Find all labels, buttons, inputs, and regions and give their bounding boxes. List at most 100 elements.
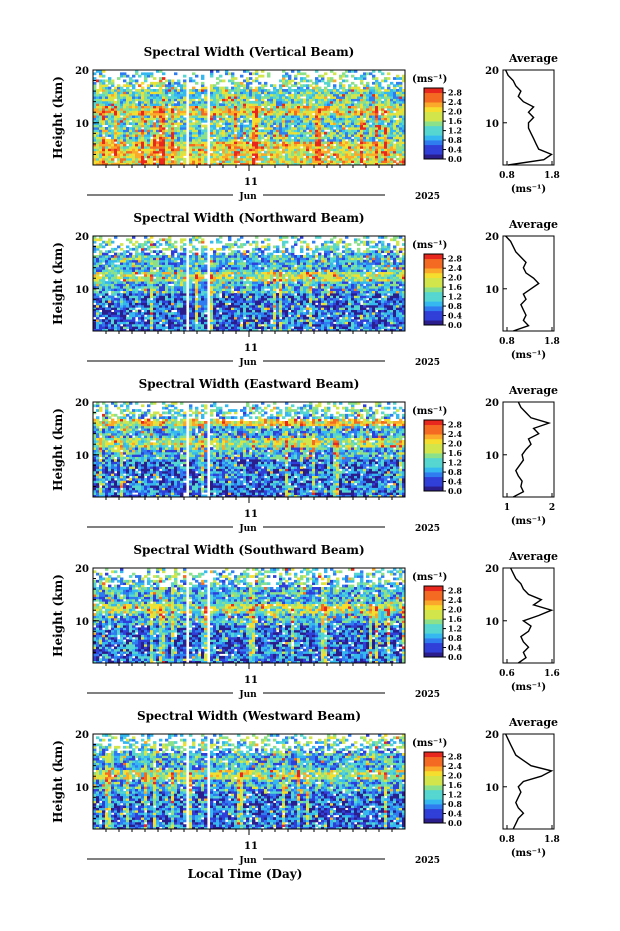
x-month-label: Jun [238, 192, 257, 202]
colorbar-tick-label: 0.4 [448, 477, 462, 487]
average-title: Average [508, 218, 558, 231]
colorbar-tick-label: 1.2 [448, 292, 462, 302]
colorbar: (ms⁻¹) 0.00.40.81.21.62.02.42.8 [412, 74, 462, 164]
average-x-tick-label: 1.8 [544, 337, 560, 347]
heatmap-cells [93, 236, 406, 332]
colorbar-tick-label: 1.6 [448, 116, 462, 126]
heatmap-cells [93, 70, 406, 166]
x-tick-label: 11 [244, 177, 258, 188]
average-y-tick-label: 20 [485, 398, 499, 409]
average-x-tick-label: 0.8 [499, 835, 515, 845]
average-y-tick-label: 20 [485, 232, 499, 243]
average-line [509, 567, 554, 664]
average-unit: (ms⁻¹) [511, 184, 546, 195]
colorbar-tick-label: 0.0 [448, 652, 462, 662]
colorbar-tick-label: 0.0 [448, 486, 462, 496]
colorbar-tick-label: 2.0 [448, 771, 462, 781]
y-tick-label: 20 [75, 564, 89, 575]
colorbar: (ms⁻¹) 0.00.40.81.21.62.02.42.8 [412, 240, 462, 330]
x-year-label: 2025 [415, 192, 440, 202]
colorbar-tick-label: 0.8 [448, 467, 462, 477]
colorbar-tick-label: 2.8 [448, 254, 462, 264]
panel-title: Spectral Width (Eastward Beam) [139, 377, 360, 391]
colorbar-tick-label: 0.4 [448, 643, 462, 653]
colorbar-unit: (ms⁻¹) [412, 406, 447, 417]
colorbar-tick-label: 2.0 [448, 107, 462, 117]
colorbar-tick-label: 1.2 [448, 790, 462, 800]
x-year-label: 2025 [415, 856, 440, 866]
x-year-label: 2025 [415, 358, 440, 368]
colorbar-tick-label: 2.4 [448, 429, 462, 439]
colorbar-tick-label: 0.0 [448, 320, 462, 330]
x-month-label: Jun [238, 358, 257, 368]
panel-title: Spectral Width (Vertical Beam) [144, 45, 355, 59]
colorbar-tick-label: 0.4 [448, 809, 462, 819]
y-tick-label: 20 [75, 730, 89, 741]
average-x-tick-label: 0.8 [499, 171, 515, 181]
colorbar-tick-label: 2.0 [448, 273, 462, 283]
average-y-tick-label: 10 [485, 617, 499, 628]
colorbar-tick-label: 0.8 [448, 633, 462, 643]
y-tick-label: 10 [75, 783, 89, 794]
x-tick-label: 11 [244, 841, 258, 852]
colorbar-tick-label: 0.8 [448, 135, 462, 145]
colorbar-tick-label: 2.8 [448, 586, 462, 596]
average-unit: (ms⁻¹) [511, 848, 546, 859]
colorbar-tick-label: 2.8 [448, 752, 462, 762]
y-axis-label: Height (km) [51, 408, 65, 491]
colorbar: (ms⁻¹) 0.00.40.81.21.62.02.42.8 [412, 406, 462, 496]
beam-panel: Spectral Width (Northward Beam) 10 20 Heigh… [51, 211, 560, 368]
average-x-tick-label: 2 [549, 503, 555, 513]
average-title: Average [508, 384, 558, 397]
average-y-tick-label: 10 [485, 119, 499, 130]
x-month-label: Jun [238, 856, 257, 866]
y-axis-label: Height (km) [51, 242, 65, 325]
colorbar-unit: (ms⁻¹) [412, 572, 447, 583]
average-profile: Average 10 20 0.8 1.8 (ms⁻¹) [485, 716, 560, 859]
x-year-label: 2025 [415, 524, 440, 534]
heatmap-cells [93, 568, 406, 664]
average-line [512, 401, 552, 498]
colorbar-unit: (ms⁻¹) [412, 738, 447, 749]
colorbar-tick-label: 0.4 [448, 145, 462, 155]
panel-title: Spectral Width (Northward Beam) [133, 211, 364, 225]
beam-panel: Spectral Width (Eastward Beam) 10 20 Height… [51, 377, 558, 534]
average-y-tick-label: 20 [485, 66, 499, 77]
average-title: Average [508, 52, 558, 65]
average-x-tick-label: 1.8 [544, 835, 560, 845]
colorbar-tick-label: 2.4 [448, 761, 462, 771]
average-y-tick-label: 10 [485, 285, 499, 296]
colorbar: (ms⁻¹) 0.00.40.81.21.62.02.42.8 [412, 738, 462, 828]
average-x-tick-label: 0.8 [499, 337, 515, 347]
heatmap-cells [93, 734, 406, 830]
colorbar-tick-label: 2.8 [448, 88, 462, 98]
y-axis-label: Height (km) [51, 76, 65, 159]
average-y-tick-label: 20 [485, 730, 499, 741]
average-y-tick-label: 20 [485, 564, 499, 575]
colorbar-tick-label: 1.6 [448, 448, 462, 458]
average-x-tick-label: 0.6 [499, 669, 515, 679]
colorbar-tick-label: 1.2 [448, 624, 462, 634]
average-profile: Average 10 20 0.6 1.6 (ms⁻¹) [485, 550, 560, 693]
y-tick-label: 10 [75, 285, 89, 296]
x-year-label: 2025 [415, 690, 440, 700]
y-tick-label: 10 [75, 617, 89, 628]
average-profile: Average 10 20 0.8 1.8 (ms⁻¹) [485, 52, 560, 195]
colorbar-tick-label: 0.0 [448, 154, 462, 164]
colorbar: (ms⁻¹) 0.00.40.81.21.62.02.42.8 [412, 572, 462, 662]
average-title: Average [508, 550, 558, 563]
average-line [504, 69, 553, 166]
average-line [504, 733, 554, 830]
colorbar-tick-label: 1.6 [448, 282, 462, 292]
average-profile: Average 10 20 0.8 1.8 (ms⁻¹) [485, 218, 560, 361]
colorbar-tick-label: 1.2 [448, 458, 462, 468]
x-tick-label: 11 [244, 343, 258, 354]
average-x-tick-label: 1 [504, 503, 510, 513]
y-axis-label: Height (km) [51, 574, 65, 657]
average-unit: (ms⁻¹) [511, 516, 546, 527]
average-profile: Average 10 20 1 2(ms⁻¹) [485, 384, 558, 527]
x-month-label: Jun [238, 690, 257, 700]
colorbar-tick-label: 0.4 [448, 311, 462, 321]
average-line [505, 235, 540, 332]
